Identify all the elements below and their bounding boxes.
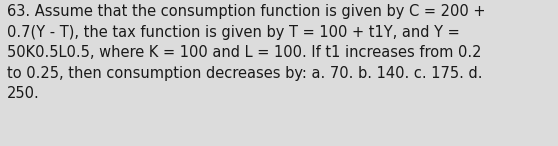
Text: 63. Assume that the consumption function is given by C = 200 +
0.7(Y - T), the t: 63. Assume that the consumption function… [7, 4, 485, 101]
